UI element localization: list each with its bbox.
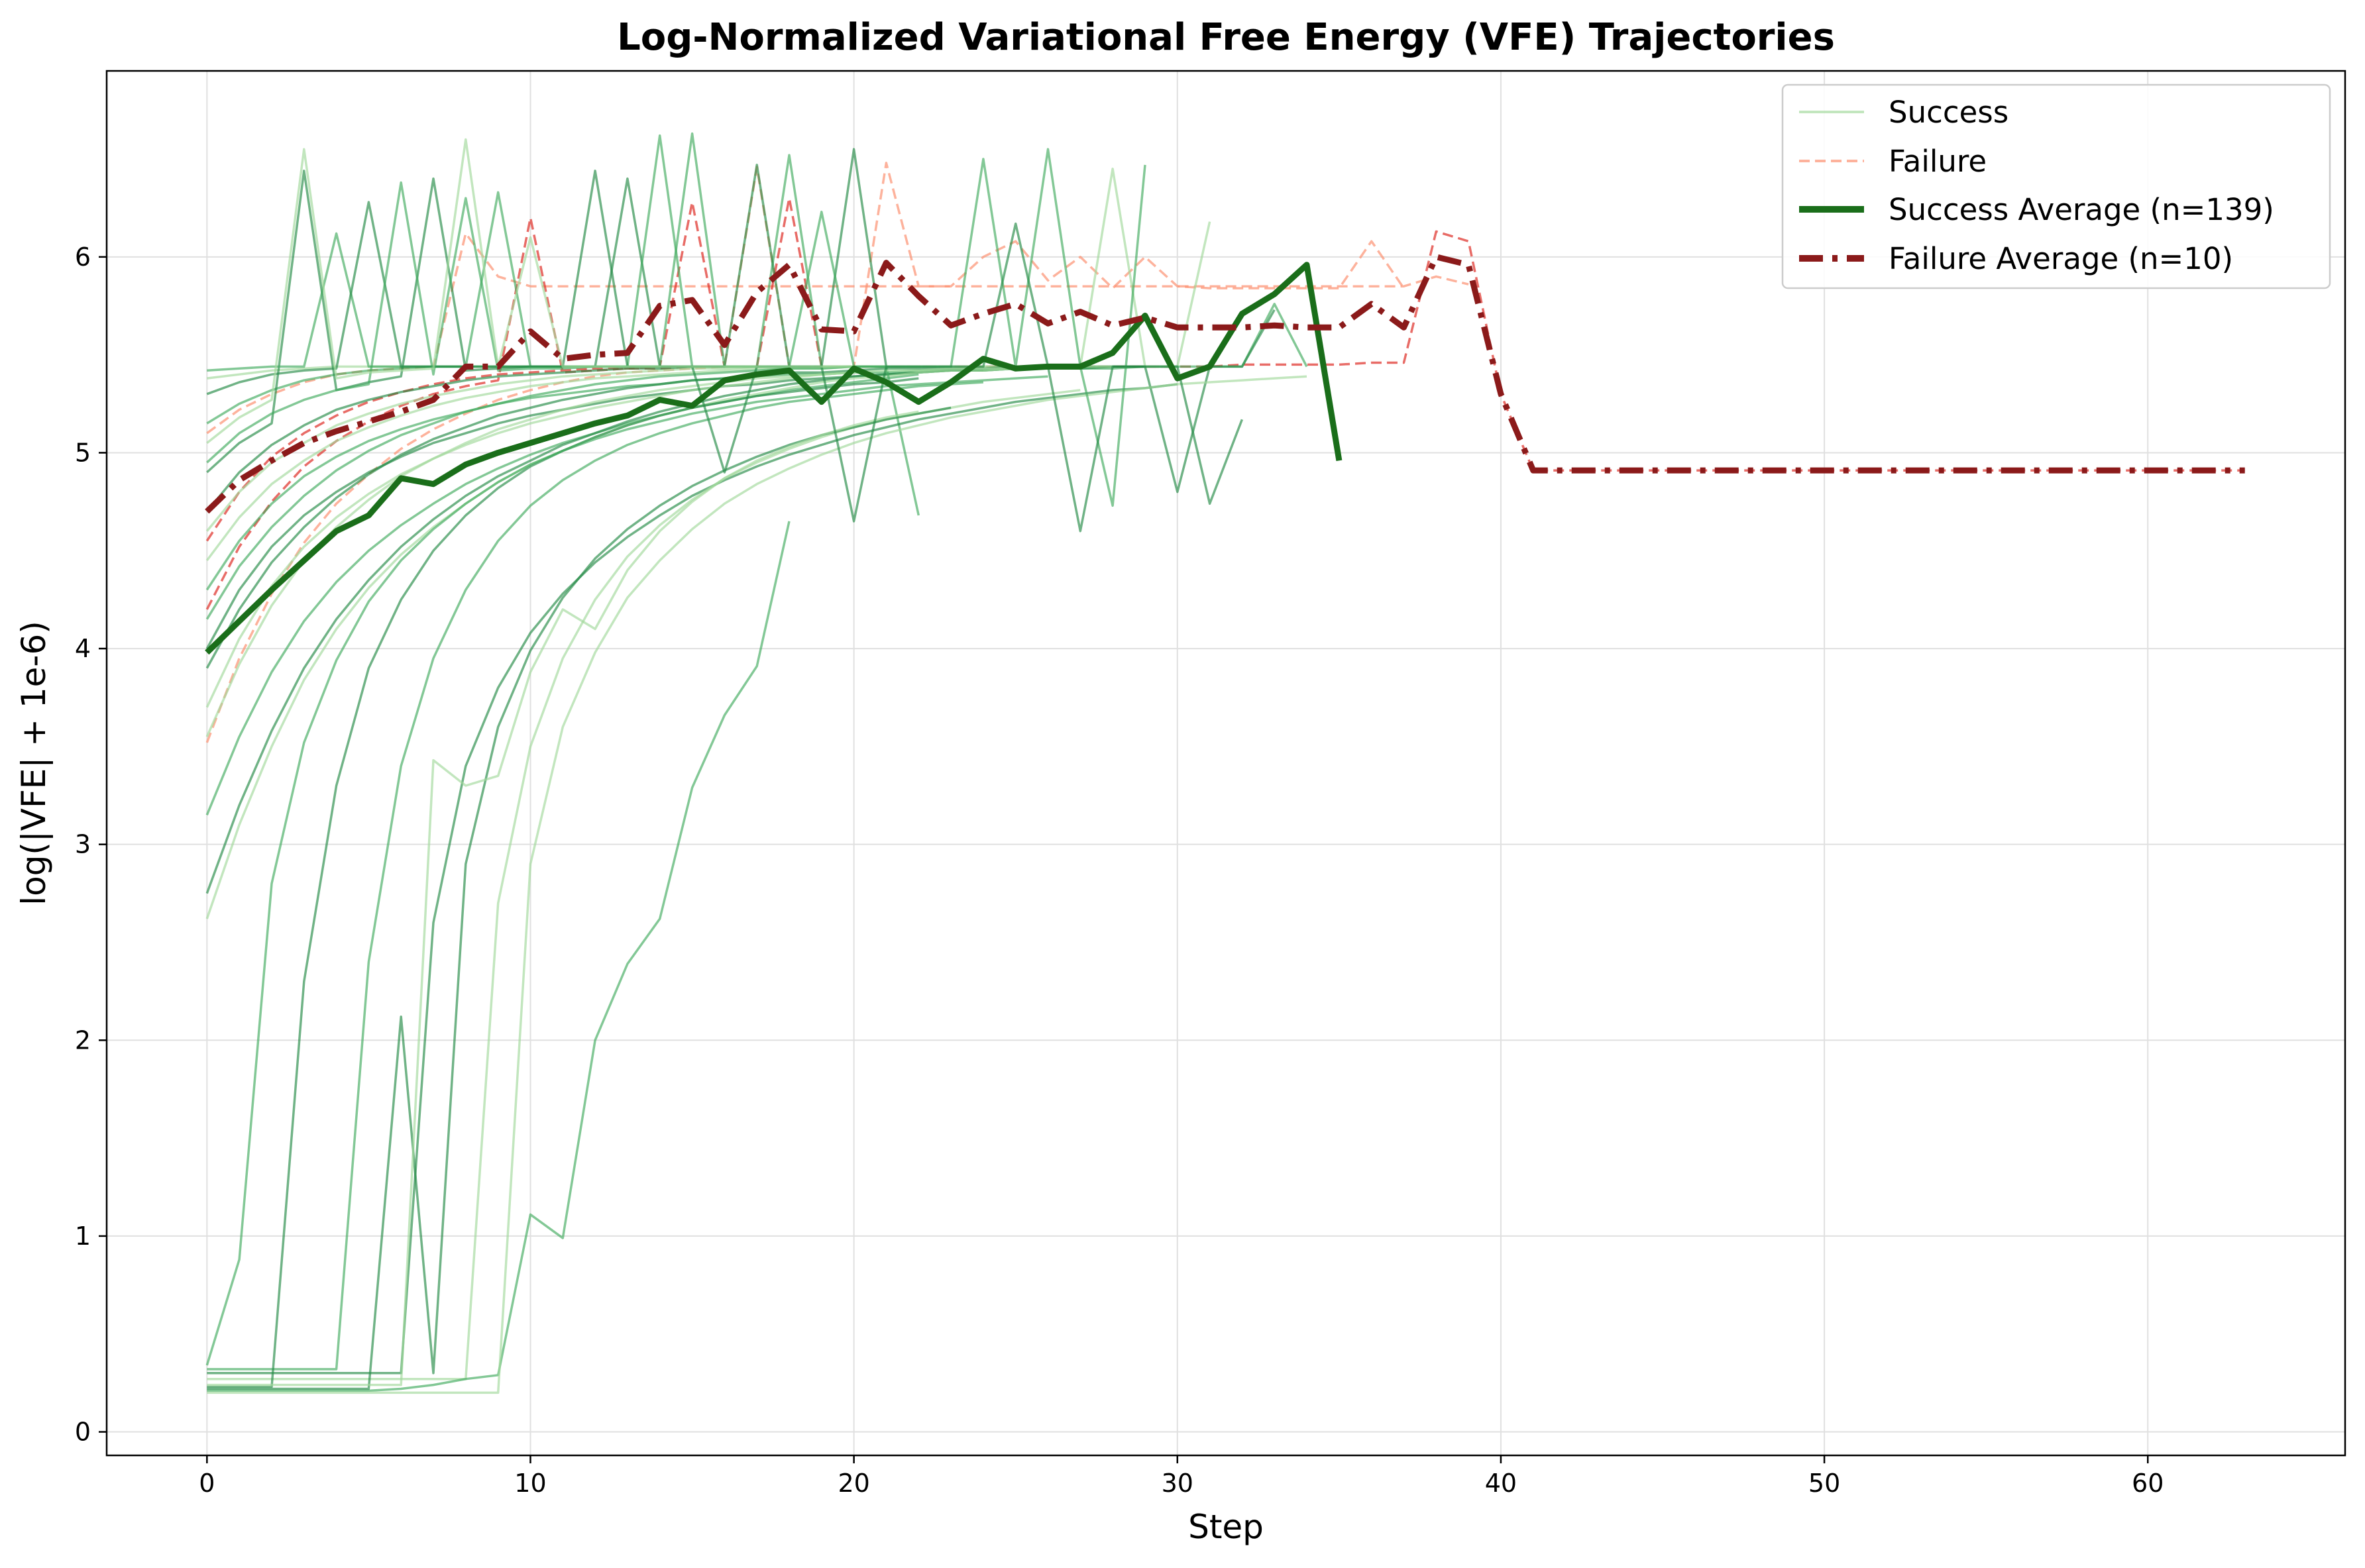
- x-tick-label: 50: [1808, 1469, 1840, 1498]
- plot-frame: [105, 70, 2346, 1457]
- x-tick-label: 40: [1485, 1469, 1517, 1498]
- x-axis-label: Step: [1188, 1508, 1264, 1546]
- y-tick-label: 1: [75, 1222, 91, 1251]
- success-trajectory-line: [206, 148, 888, 395]
- success-trajectory-line: [205, 365, 1113, 737]
- success-trajectory-line: [207, 383, 1178, 1375]
- y-axis-label: log(|VFE| + 1e-6): [15, 621, 53, 906]
- average-lines: [205, 254, 2245, 655]
- success-trajectory-line: [205, 375, 1048, 1366]
- success-trajectory-line: [205, 222, 1244, 533]
- success-trajectory-line: [205, 371, 854, 708]
- gridlines: [107, 71, 2345, 1455]
- x-tick-label: 20: [838, 1469, 869, 1498]
- legend-box: [1781, 83, 2331, 289]
- success-trajectory-line: [205, 365, 920, 620]
- y-tick-label: 5: [75, 438, 91, 467]
- success-average-line: [205, 262, 1343, 655]
- x-tick-label: 60: [2132, 1469, 2164, 1498]
- success-trajectories: [205, 132, 1308, 1394]
- success-trajectory-line: [207, 381, 984, 1371]
- chart-title: Log-Normalized Variational Free Energy (…: [617, 16, 1835, 59]
- x-tick-label: 0: [199, 1469, 215, 1498]
- legend-label-success: Success: [1889, 95, 2008, 130]
- legend-label-success-average: Success Average (n=139): [1889, 192, 2274, 227]
- axis-ticks: 0 10 20 30 40 50 60 0 1 2 3 4 5 6: [75, 242, 2164, 1498]
- y-tick-label: 4: [75, 634, 91, 663]
- x-tick-label: 30: [1162, 1469, 1193, 1498]
- legend-label-failure-average: Failure Average (n=10): [1889, 241, 2233, 276]
- x-tick-label: 10: [514, 1469, 546, 1498]
- y-tick-label: 2: [75, 1025, 91, 1055]
- success-trajectory-line: [205, 373, 919, 815]
- y-tick-label: 0: [75, 1418, 91, 1447]
- y-tick-label: 6: [75, 242, 91, 272]
- failure-trajectory-line: [205, 201, 2245, 542]
- legend-label-failure: Failure: [1889, 144, 1987, 179]
- y-tick-label: 3: [75, 830, 91, 859]
- failure-average-line: [205, 254, 2245, 514]
- success-trajectory-line: [207, 410, 919, 1386]
- legend: Success Failure Success Average (n=139) …: [1781, 83, 2331, 289]
- success-trajectory-line: [206, 138, 854, 444]
- success-trajectory-line: [206, 132, 1146, 507]
